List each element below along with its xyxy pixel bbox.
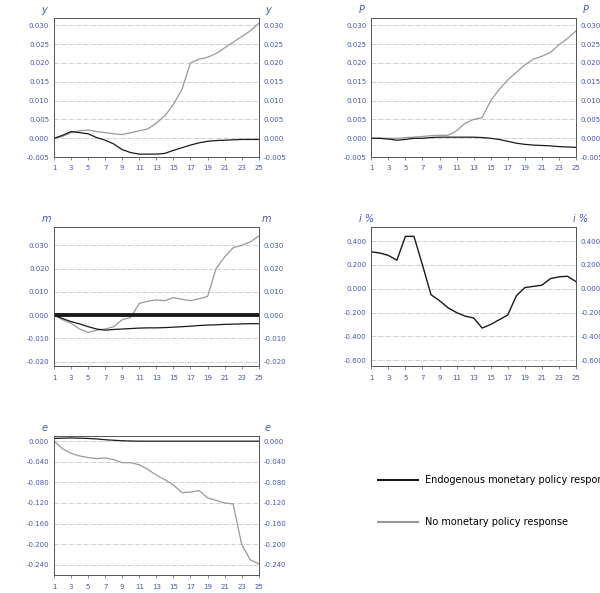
Text: m: m [262, 214, 271, 224]
Text: m: m [42, 214, 51, 224]
Text: e: e [265, 423, 271, 433]
Text: i %: i % [573, 214, 588, 224]
Text: y: y [42, 5, 47, 15]
Text: P: P [359, 5, 365, 15]
Text: No monetary policy response: No monetary policy response [425, 517, 568, 527]
Text: y: y [265, 5, 271, 15]
Text: Endogenous monetary policy response: Endogenous monetary policy response [425, 476, 600, 486]
Text: P: P [583, 5, 588, 15]
Text: i %: i % [359, 214, 374, 224]
Text: e: e [42, 423, 48, 433]
